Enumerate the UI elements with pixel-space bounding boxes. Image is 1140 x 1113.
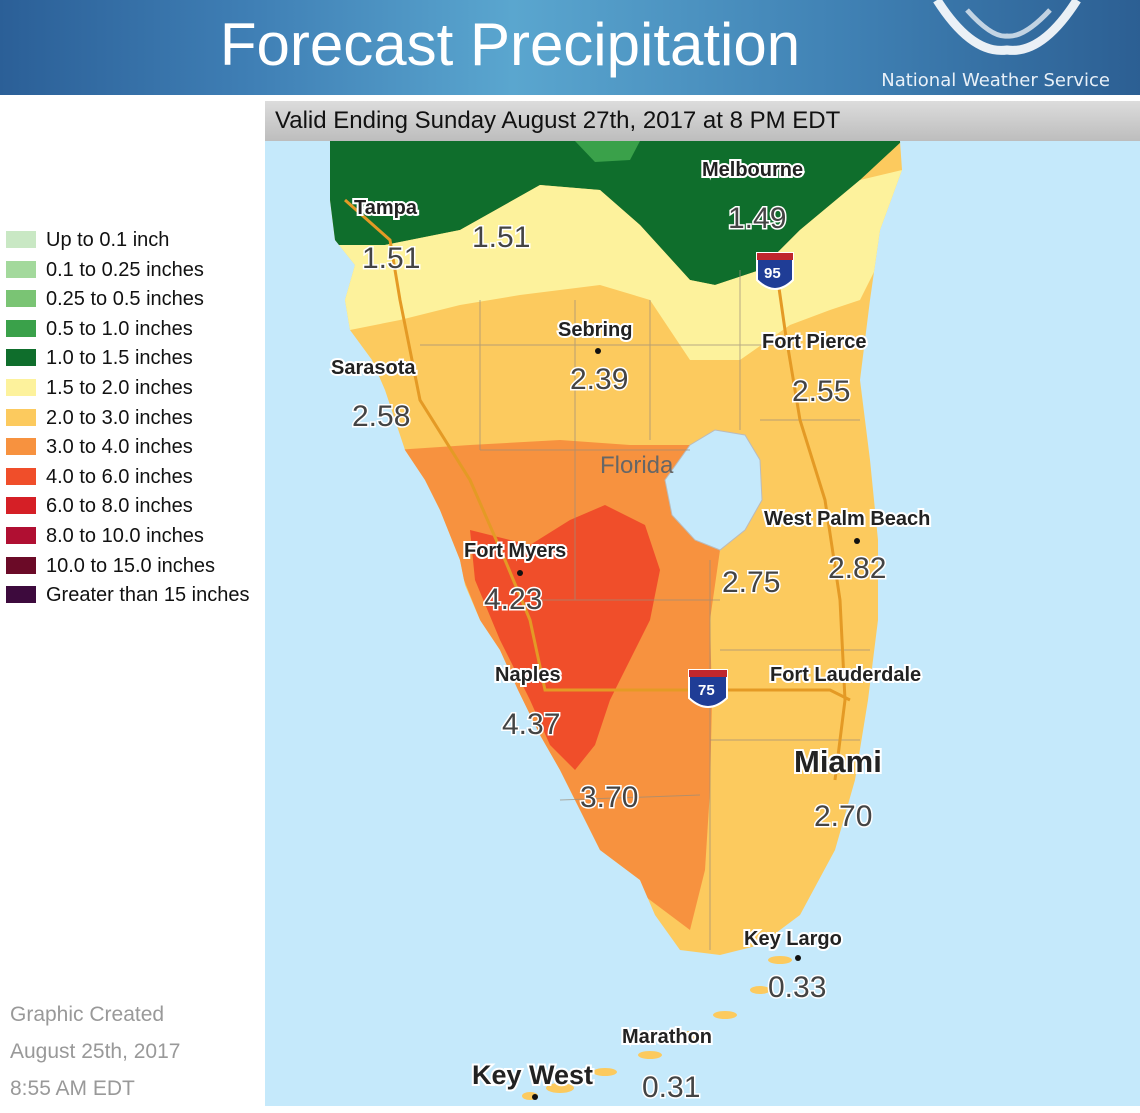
city-label-tampa: Tampa — [354, 197, 418, 219]
header-banner: Forecast Precipitation National Weather … — [0, 0, 1140, 95]
legend-label: Greater than 15 inches — [46, 584, 250, 607]
legend-label: 1.5 to 2.0 inches — [46, 376, 193, 399]
legend-label: 6.0 to 8.0 inches — [46, 495, 193, 518]
legend-swatch — [6, 586, 36, 604]
city-label-fort-pierce: Fort Pierce — [762, 331, 866, 353]
agency-name: National Weather Service — [881, 70, 1110, 91]
legend-swatch — [6, 260, 36, 278]
legend-label: 2.0 to 3.0 inches — [46, 406, 193, 429]
legend-label: 0.5 to 1.0 inches — [46, 317, 193, 340]
legend-swatch — [6, 556, 36, 574]
zone-0-5-to-1-inches — [575, 141, 640, 162]
zone-4-to-6-inches — [470, 505, 660, 770]
legend-label: 0.25 to 0.5 inches — [46, 288, 204, 311]
city-label-naples: Naples — [495, 664, 561, 686]
legend-swatch — [6, 497, 36, 515]
city-label-west-palm-beach: West Palm Beach — [764, 508, 930, 530]
city-dots — [517, 348, 860, 1100]
value-tampa: 1.51 — [362, 242, 420, 275]
city-label-fort-myers: Fort Myers — [464, 540, 566, 562]
city-label-melbourne: Melbourne — [702, 159, 803, 181]
value-everglades: 3.70 — [580, 781, 638, 814]
interstate-75-shield: 75 — [688, 669, 728, 708]
page-title: Forecast Precipitation — [219, 11, 801, 78]
city-label-miami: Miami — [794, 744, 882, 779]
county-boundaries — [420, 270, 870, 950]
legend-swatch — [6, 467, 36, 485]
zone-1-5-to-2-inches — [330, 170, 902, 360]
lake-okeechobee — [664, 429, 763, 551]
value-melbourne: 1.49 — [728, 202, 786, 235]
value-marathon: 0.31 — [642, 1071, 700, 1104]
legend-swatch — [6, 438, 36, 456]
legend-label: 10.0 to 15.0 inches — [46, 554, 216, 577]
legend-swatch — [6, 349, 36, 367]
legend-label: 8.0 to 10.0 inches — [46, 524, 204, 547]
interstate-95-shield: 95 — [756, 252, 794, 290]
created-date: August 25th, 2017 — [10, 1040, 181, 1063]
legend-label: 3.0 to 4.0 inches — [46, 436, 193, 459]
value-miami: 2.70 — [814, 800, 872, 833]
city-label-key-west: Key West — [472, 1060, 593, 1090]
valid-period-bar: Valid Ending Sunday August 27th, 2017 at… — [265, 101, 1140, 141]
nws-logo-icon — [933, 0, 1081, 55]
legend-swatch — [6, 231, 36, 248]
legend-label: Up to 0.1 inch — [46, 229, 170, 251]
value-fort-pierce: 2.55 — [792, 375, 850, 408]
value-sarasota: 2.58 — [352, 400, 410, 433]
city-label-marathon: Marathon — [622, 1026, 712, 1048]
city-label-fort-lauderdale: Fort Lauderdale — [770, 664, 921, 686]
value-key-largo: 0.33 — [768, 971, 826, 1004]
city-label-sebring: Sebring — [558, 319, 632, 341]
precipitation-map: Florida 95 75 Tampa 1.51 Melbourne 1.49 … — [265, 141, 1140, 1106]
city-label-key-largo: Key Largo — [744, 928, 842, 950]
legend-swatch — [6, 290, 36, 308]
graphic-created-info: Graphic Created August 25th, 2017 8:55 A… — [10, 996, 180, 1107]
value-inland-east: 2.75 — [722, 566, 780, 599]
value-naples: 4.37 — [502, 708, 560, 741]
zone-1-to-1-5-inches — [330, 141, 902, 285]
legend-label: 0.1 to 0.25 inches — [46, 258, 204, 281]
created-label: Graphic Created — [10, 1003, 165, 1026]
legend-swatch — [6, 408, 36, 426]
value-north-central: 1.51 — [472, 221, 530, 254]
created-time: 8:55 AM EDT — [10, 1077, 135, 1100]
value-fort-myers: 4.23 — [484, 583, 542, 616]
legend-label: 1.0 to 1.5 inches — [46, 347, 193, 370]
legend-label: 4.0 to 6.0 inches — [46, 465, 193, 488]
legend-swatch — [6, 319, 36, 337]
value-west-palm-beach: 2.82 — [828, 552, 886, 585]
legend-swatch — [6, 378, 36, 396]
interstate-75-label: 75 — [698, 682, 715, 699]
value-sebring: 2.39 — [570, 363, 628, 396]
legend-swatch — [6, 526, 36, 544]
city-label-sarasota: Sarasota — [331, 357, 416, 379]
interstate-95-label: 95 — [764, 265, 781, 282]
state-label: Florida — [600, 452, 674, 479]
